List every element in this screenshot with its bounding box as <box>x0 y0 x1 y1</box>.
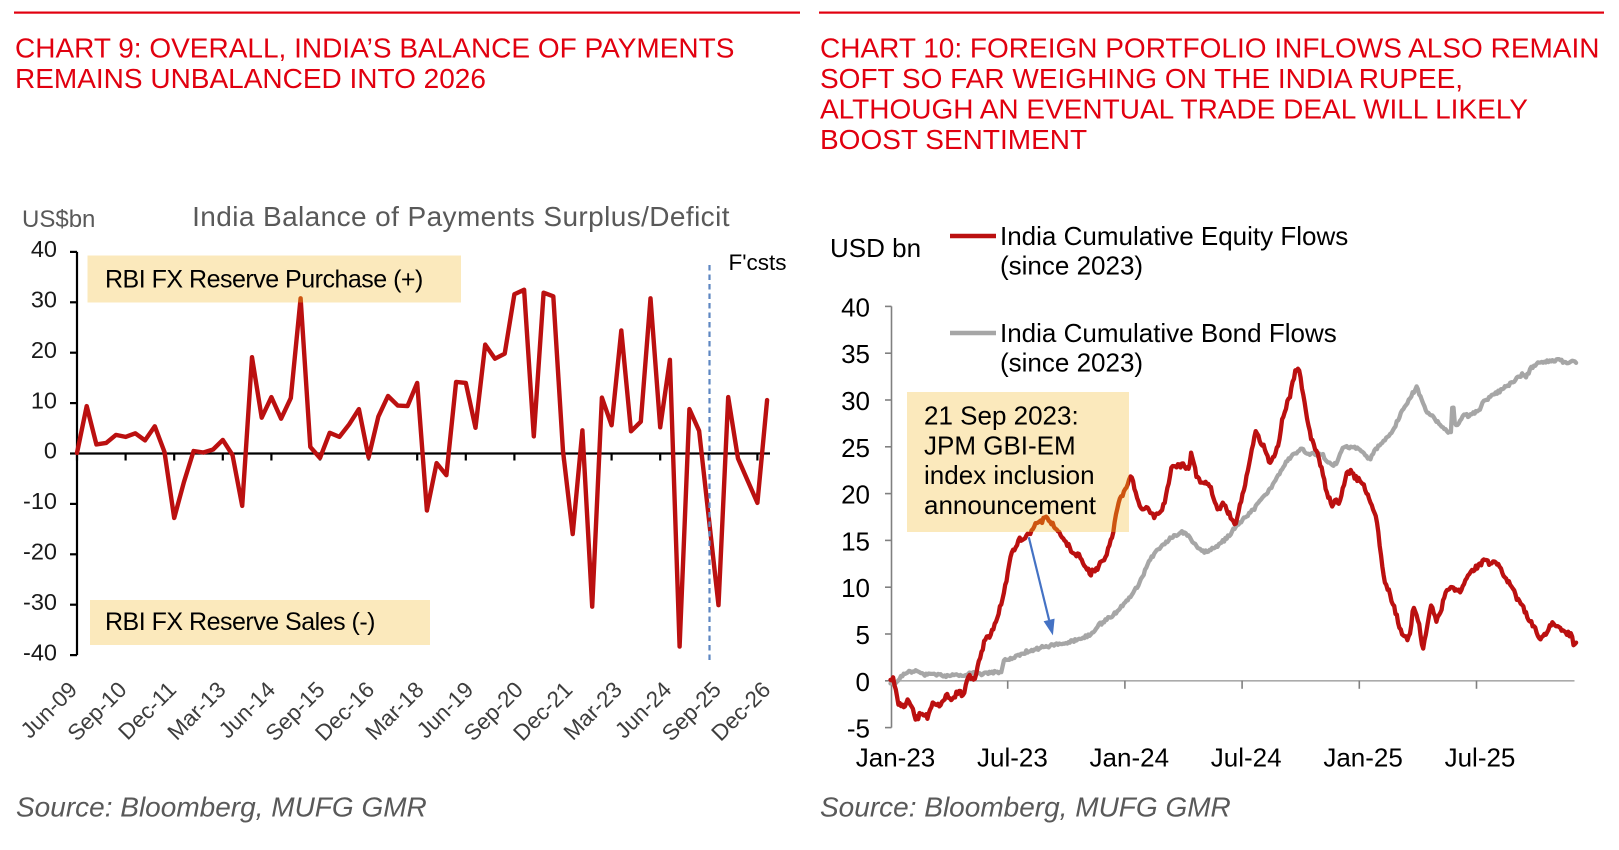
svg-text:-40: -40 <box>23 639 57 665</box>
svg-text:Source: Bloomberg, MUFG GMR: Source: Bloomberg, MUFG GMR <box>820 792 1231 823</box>
svg-text:-10: -10 <box>23 488 57 514</box>
svg-text:CHART 10: FOREIGN PORTFOLIO IN: CHART 10: FOREIGN PORTFOLIO INFLOWS ALSO… <box>820 33 1600 156</box>
svg-text:40: 40 <box>31 236 57 262</box>
svg-text:US$bn: US$bn <box>22 206 95 233</box>
svg-text:USD bn: USD bn <box>830 233 921 263</box>
svg-text:-20: -20 <box>23 539 57 565</box>
svg-text:Jul-24: Jul-24 <box>1211 743 1282 773</box>
svg-text:-30: -30 <box>23 589 57 615</box>
svg-text:20: 20 <box>31 337 57 363</box>
svg-text:10: 10 <box>31 387 57 413</box>
svg-text:0: 0 <box>44 438 57 464</box>
svg-text:Jul-23: Jul-23 <box>977 743 1048 773</box>
svg-text:30: 30 <box>31 287 57 313</box>
svg-text:Jan-24: Jan-24 <box>1090 743 1170 773</box>
svg-text:30: 30 <box>841 386 870 416</box>
svg-text:5: 5 <box>856 620 870 650</box>
svg-text:F'csts: F'csts <box>729 250 787 275</box>
svg-text:-5: -5 <box>847 714 870 744</box>
svg-text:India Balance of Payments Surp: India Balance of Payments Surplus/Defici… <box>192 201 730 232</box>
svg-text:15: 15 <box>841 526 870 556</box>
svg-text:25: 25 <box>841 433 870 463</box>
svg-text:40: 40 <box>841 292 870 322</box>
svg-text:RBI FX Reserve Sales (-): RBI FX Reserve Sales (-) <box>105 608 375 636</box>
svg-text:10: 10 <box>841 573 870 603</box>
svg-text:0: 0 <box>856 667 870 697</box>
svg-text:Jul-25: Jul-25 <box>1445 743 1516 773</box>
svg-text:Jan-25: Jan-25 <box>1323 743 1403 773</box>
svg-text:RBI FX Reserve Purchase (+): RBI FX Reserve Purchase (+) <box>105 266 423 294</box>
svg-text:35: 35 <box>841 339 870 369</box>
svg-text:CHART 9: OVERALL, INDIA’S BALA: CHART 9: OVERALL, INDIA’S BALANCE OF PAY… <box>15 33 734 95</box>
svg-text:Source: Bloomberg, MUFG GMR: Source: Bloomberg, MUFG GMR <box>16 792 427 823</box>
svg-text:Jan-23: Jan-23 <box>856 743 936 773</box>
svg-text:20: 20 <box>841 480 870 510</box>
